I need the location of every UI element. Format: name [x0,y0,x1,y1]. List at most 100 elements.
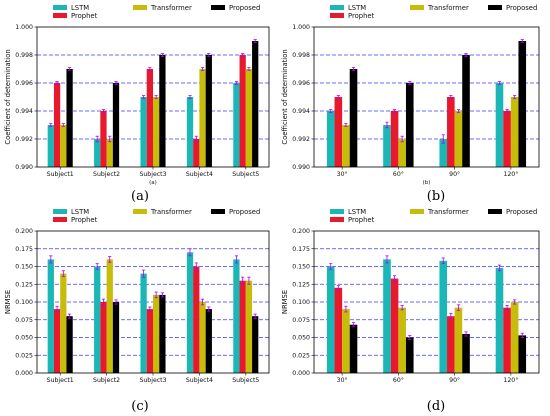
bar-lstm [186,252,194,373]
legend-entry-transformer: Transformer [133,4,192,12]
bar-lstm [383,125,391,167]
x-tick-label: Subject3 [139,377,166,384]
legend-entry-lstm: LSTM [53,208,89,216]
legend-swatch [330,209,344,214]
x-tick-label: Subject4 [186,377,213,384]
x-tick-label: 60° [393,376,404,384]
bar-lstm [186,97,194,167]
x-tick-label: 30° [337,376,348,384]
bar-transformer [398,139,406,167]
panel-caption: (c) [131,399,148,414]
legend-swatch [53,209,67,214]
x-tick-label: 120° [503,170,518,178]
legend-label: Transformer [427,208,469,216]
y-axis-label: Coefficient of determination [281,49,289,144]
bar-lstm [326,111,335,167]
legend-label: Transformer [150,4,192,12]
panel-sublabel: (b) [423,180,431,186]
bar-prophet [193,266,200,373]
bar-lstm [47,125,54,167]
bar-lstm [439,260,448,373]
bar-proposed [462,333,470,373]
x-tick-label: 30° [337,170,348,178]
y-tick-label: 0.000 [15,370,33,377]
x-tick-label: 90° [449,376,460,384]
legend-label: Prophet [348,216,375,224]
bar-transformer [454,307,463,373]
bar-transformer [199,302,206,373]
bar-lstm [47,259,54,373]
legend-swatch [410,5,424,10]
legend-swatch [53,217,67,222]
legend-entry-lstm: LSTM [330,4,366,12]
bar-proposed [66,316,73,373]
legend-entry-prophet: Prophet [330,216,375,224]
bar-proposed [159,55,166,167]
legend-entry-prophet: Prophet [53,216,98,224]
x-tick-label: Subject5 [232,377,259,384]
legend-label: LSTM [348,208,366,216]
bar-prophet [447,316,455,373]
bar-transformer [60,273,67,373]
bar-prophet [239,55,246,167]
y-tick-label: 0.998 [292,52,310,59]
legend-swatch [53,5,67,10]
legend-label: Prophet [71,12,98,20]
bar-transformer [60,125,67,167]
bar-proposed [349,69,358,167]
y-tick-label: 0.200 [15,228,33,235]
y-axis-label: NRMSE [281,290,289,314]
legend-swatch [330,217,344,222]
x-tick-label: Subject5 [232,171,259,178]
bar-transformer [106,259,113,373]
bar-lstm [326,266,335,373]
legend-label: Prophet [348,12,375,20]
bar-transformer [342,125,350,167]
bar-lstm [140,273,147,373]
bar-transformer [510,97,519,167]
legend-label: LSTM [348,4,366,12]
bar-prophet [146,309,153,373]
y-tick-label: 0.992 [15,136,33,143]
legend-entry-proposed: Proposed [488,4,537,12]
bar-transformer [245,280,253,373]
y-tick-label: 0.025 [292,352,310,359]
legend-swatch [410,209,424,214]
bar-prophet [390,278,399,373]
bar-prophet [100,111,107,167]
bar-proposed [112,302,120,373]
y-tick-label: 0.000 [292,370,310,377]
bar-proposed [205,309,212,373]
bar-prophet [447,97,455,167]
y-tick-label: 0.996 [15,80,33,87]
y-tick-label: 1.000 [15,24,33,31]
bar-prophet [503,111,511,167]
bar-prophet [193,139,200,167]
bar-transformer [106,139,113,167]
bar-proposed [252,41,259,167]
x-tick-label: Subject3 [139,171,166,178]
y-tick-label: 0.075 [15,317,33,324]
y-tick-label: 0.996 [292,80,310,87]
panel-caption: (d) [427,399,445,414]
legend-label: LSTM [71,208,89,216]
y-tick-label: 0.175 [15,246,33,253]
bar-lstm [495,83,504,167]
bar-prophet [100,302,107,373]
y-tick-label: 0.990 [15,164,33,171]
axes-frame [313,26,540,168]
legend-swatch [211,5,225,10]
panel-sublabel: (a) [149,180,157,186]
bar-prophet [334,287,343,373]
y-tick-label: 0.994 [292,108,310,115]
x-tick-label: 90° [449,170,460,178]
y-tick-label: 0.992 [292,136,310,143]
legend-swatch [330,13,344,18]
chart-panel-d: 30° 60° 90° 120° 0.000 0.025 0.050 0.075 0.100 0.… [281,208,540,414]
bar-transformer [510,302,519,373]
chart-panel-a: Subject1 Subject2 Subject3 Subject4 Subject5… [4,4,270,204]
bar-prophet [390,111,399,167]
legend-swatch [53,13,67,18]
legend-entry-lstm: LSTM [53,4,89,12]
y-tick-label: 0.125 [292,281,310,288]
